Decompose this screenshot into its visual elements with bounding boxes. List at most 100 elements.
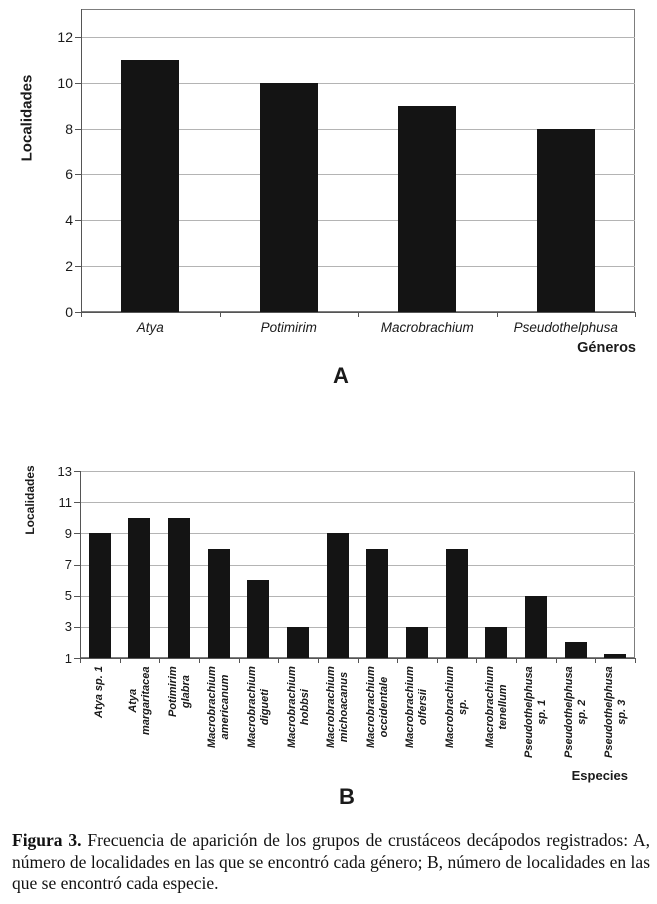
gridline bbox=[81, 36, 635, 38]
y-tick-label: 11 bbox=[58, 494, 73, 510]
x-category-label: Atya sp. 1 bbox=[93, 666, 106, 718]
y-tick-mark bbox=[74, 658, 80, 659]
bar-pseudothelphusa-sp-2 bbox=[564, 642, 587, 658]
bar-macrobrachium-olfersii bbox=[405, 626, 428, 658]
x-tick-mark bbox=[317, 658, 319, 663]
x-category-label-line: Macrobrachium bbox=[404, 666, 417, 748]
gridline bbox=[80, 595, 635, 597]
x-category-label: Macrobrachium sp. bbox=[444, 666, 469, 748]
x-tick-mark bbox=[555, 658, 557, 663]
x-category-label-line: Pseudothelphusa bbox=[563, 666, 576, 758]
x-category-label-line: sp. bbox=[456, 699, 469, 715]
x-category-label-line: Macrobrachium bbox=[444, 666, 457, 748]
x-category-label-line: americanum bbox=[218, 674, 231, 740]
y-tick-mark bbox=[75, 312, 81, 313]
bar-macrobrachium-tenellum bbox=[485, 626, 508, 658]
x-category-label: Macrobrachium occidentale bbox=[365, 666, 390, 748]
x-tick-mark bbox=[81, 312, 82, 317]
gridline bbox=[81, 266, 635, 268]
bar-macrobrachium-sp bbox=[445, 548, 468, 658]
y-tick-mark bbox=[74, 471, 80, 473]
x-category-label-line: sp. 3 bbox=[615, 699, 628, 725]
x-category-label: Macrobrachium digueti bbox=[246, 666, 271, 748]
x-tick-mark bbox=[397, 658, 399, 663]
caption-text: Frecuencia de aparición de los grupos de… bbox=[12, 830, 650, 893]
x-category-label-line: Potimirim bbox=[166, 666, 179, 717]
x-category-label: Pseudothelphusa sp. 1 bbox=[523, 666, 548, 758]
gridline bbox=[80, 502, 635, 504]
x-category-label-line: digueti bbox=[258, 689, 271, 726]
x-category-label-line: margaritacea bbox=[139, 666, 152, 736]
x-category-label: Macrobrachium hobbsi bbox=[286, 666, 311, 748]
x-category-label: Macrobrachium tenellum bbox=[484, 666, 509, 748]
y-tick-mark bbox=[74, 626, 80, 628]
bar-pseudothelphusa-sp-1 bbox=[524, 595, 547, 658]
bar-macrobrachium-michoacanus bbox=[326, 533, 349, 658]
y-tick-mark bbox=[75, 174, 81, 176]
x-category-label: Pseudothelphusa sp. 3 bbox=[603, 666, 628, 758]
gridline bbox=[81, 220, 635, 222]
y-tick-label: 8 bbox=[65, 120, 73, 137]
y-tick-mark bbox=[75, 36, 81, 38]
x-category-label-line: olfersii bbox=[416, 689, 429, 726]
y-tick-mark bbox=[74, 533, 80, 535]
gridline bbox=[81, 82, 635, 84]
y-tick-label: 9 bbox=[64, 525, 72, 541]
x-category-label: Potimirim bbox=[260, 320, 317, 335]
y-tick-label: 1 bbox=[64, 650, 72, 666]
bar-atya-sp-1 bbox=[88, 533, 111, 658]
x-axis-line bbox=[81, 312, 635, 313]
x-tick-mark bbox=[219, 312, 221, 317]
x-category-label-line: Atya sp. 1 bbox=[93, 666, 106, 718]
x-tick-mark bbox=[357, 658, 359, 663]
x-category-label-line: Macrobrachium bbox=[364, 666, 377, 748]
bar-potimirim-glabra bbox=[168, 517, 191, 658]
x-tick-mark bbox=[635, 312, 636, 317]
panel-label-a: A bbox=[333, 363, 349, 388]
y-tick-mark bbox=[75, 220, 81, 222]
gridline bbox=[80, 533, 635, 535]
x-axis-title: Especies bbox=[571, 768, 628, 783]
bar-potimirim bbox=[259, 82, 318, 312]
x-category-label-line: Pseudothelphusa bbox=[602, 666, 615, 758]
y-tick-mark bbox=[74, 564, 80, 566]
x-category-label-line: Pseudothelphusa bbox=[523, 666, 536, 758]
bar-pseudothelphusa-sp-3 bbox=[604, 654, 627, 658]
y-axis-title: Localidades bbox=[23, 465, 37, 535]
x-axis-title: Géneros bbox=[577, 340, 636, 356]
bar-macrobrachium-digueti bbox=[247, 580, 270, 658]
y-tick-label: 10 bbox=[57, 74, 73, 91]
y-tick-mark bbox=[75, 82, 81, 84]
x-category-label-line: Macrobrachium bbox=[325, 666, 338, 748]
x-category-label-line: tenellum bbox=[496, 684, 509, 730]
gridline bbox=[80, 626, 635, 628]
x-category-label: Potimirim glabra bbox=[167, 666, 192, 717]
x-category-label-line: Macrobrachium bbox=[206, 666, 219, 748]
bar-macrobrachium-occidentale bbox=[366, 548, 389, 658]
y-tick-label: 0 bbox=[65, 304, 73, 320]
bar-pseudothelphusa bbox=[536, 128, 595, 312]
x-tick-mark bbox=[80, 658, 81, 663]
y-tick-label: 3 bbox=[64, 619, 72, 635]
figure-caption: Figura 3. Frecuencia de aparición de los… bbox=[12, 830, 650, 895]
y-tick-label: 4 bbox=[65, 212, 73, 229]
x-tick-mark bbox=[476, 658, 478, 663]
x-category-label-line: michoacanus bbox=[337, 671, 350, 743]
x-category-label-line: Atya bbox=[126, 688, 139, 713]
bar-macrobrachium bbox=[398, 105, 457, 312]
x-category-label-line: glabra bbox=[179, 675, 192, 709]
x-category-label: Macrobrachium bbox=[380, 320, 474, 335]
gridline bbox=[81, 128, 635, 130]
x-tick-mark bbox=[436, 658, 438, 663]
y-tick-mark bbox=[74, 502, 80, 504]
x-tick-mark bbox=[159, 658, 161, 663]
x-category-label-line: sp. 2 bbox=[575, 699, 588, 725]
x-category-label: Atya margaritacea bbox=[127, 667, 152, 736]
y-tick-label: 13 bbox=[57, 463, 72, 479]
bar-macrobrachium-hobbsi bbox=[287, 626, 310, 658]
gridline bbox=[80, 564, 635, 566]
y-tick-mark bbox=[75, 266, 81, 268]
